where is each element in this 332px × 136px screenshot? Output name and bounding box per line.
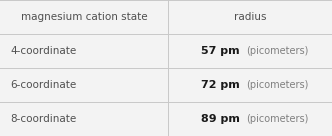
Text: 6-coordinate: 6-coordinate <box>10 80 76 90</box>
Text: 72 pm: 72 pm <box>201 80 240 90</box>
Text: 8-coordinate: 8-coordinate <box>10 114 76 124</box>
Text: 4-coordinate: 4-coordinate <box>10 46 76 56</box>
Text: radius: radius <box>234 12 266 22</box>
Text: 57 pm: 57 pm <box>201 46 240 56</box>
Text: magnesium cation state: magnesium cation state <box>21 12 147 22</box>
Text: (picometers): (picometers) <box>246 80 309 90</box>
Text: (picometers): (picometers) <box>246 46 309 56</box>
Text: (picometers): (picometers) <box>246 114 309 124</box>
Text: 89 pm: 89 pm <box>201 114 240 124</box>
